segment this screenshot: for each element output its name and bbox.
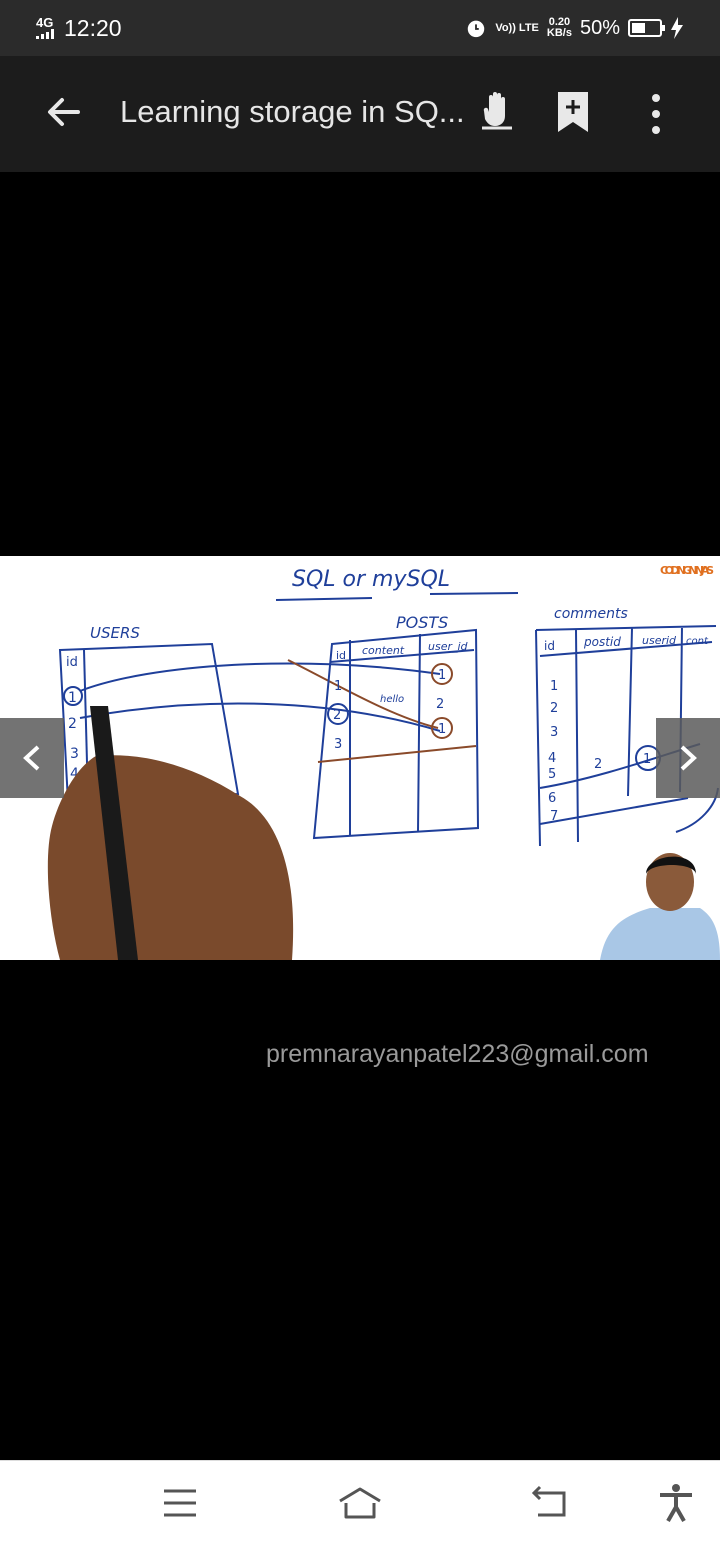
back-icon[interactable] [528,1483,572,1523]
posts-userid-2: 2 [436,697,444,712]
posts-userid-1: 1 [438,668,446,683]
speed-value: 0.20 [548,16,571,28]
whiteboard-drawing: SQL or mySQL USERS id 1 2 3 4 5 POSTS id… [47,564,720,960]
users-id-1: 1 [68,690,77,706]
bookmark-add-icon[interactable] [554,90,592,134]
posts-id-2: 2 [333,708,341,723]
presenter-video [600,853,720,960]
coding-ninjas-logo: CODING NINJAS [660,564,714,577]
board-heading: SQL or mySQL [292,567,450,592]
users-id-3: 3 [70,746,79,762]
posts-header-content: content [362,644,405,657]
signal-indicator: 4G [36,15,54,39]
comments-id-1: 1 [550,679,558,694]
comments-id-5: 5 [548,767,556,782]
alarm-icon [468,20,485,38]
presenter-hand [47,706,294,960]
comments-id-2: 2 [550,701,558,716]
comments-header-userid: userid [642,634,677,647]
posts-header-id: id [336,649,346,662]
users-label: USERS [90,624,140,642]
raise-hand-icon[interactable] [480,90,514,130]
speed-unit: KB/s [546,27,572,39]
comments-id-4: 4 [548,751,556,766]
comments-header-postid: postid [583,635,621,649]
posts-cell-note: hello [380,694,404,705]
email-watermark: premnarayanpatel223@gmail.com [266,1040,649,1068]
previous-slide-button[interactable] [0,718,64,798]
app-bar: Learning storage in SQ... [0,56,720,172]
next-slide-button[interactable] [656,718,720,798]
signal-bars-icon [36,29,54,39]
volte-label: Vo)) LTE [495,21,539,34]
comments-header-id: id [544,639,555,653]
network-type: 4G [36,15,54,30]
users-id-4: 4 [70,766,79,782]
users-id-2: 2 [68,716,77,732]
battery-fill [632,23,645,33]
comments-header-cont: cont [686,636,709,647]
chevron-left-icon [23,745,40,771]
accessibility-icon[interactable] [654,1483,698,1523]
comments-label: comments [554,606,628,622]
posts-label: POSTS [396,613,448,632]
chevron-right-icon [680,745,697,771]
system-navigation-bar [0,1460,720,1544]
video-player[interactable]: SQL or mySQL USERS id 1 2 3 4 5 POSTS id… [0,556,720,960]
comments-row5-userid: 1 [643,752,651,767]
battery-icon [628,19,665,37]
posts-id-3: 3 [334,737,342,752]
back-arrow-icon[interactable] [40,88,88,136]
comments-id-3: 3 [550,725,558,740]
users-id-header: id [66,655,78,670]
comments-id-7: 7 [550,809,558,824]
menu-icon[interactable] [158,1483,202,1523]
posts-userid-3: 1 [438,722,446,737]
status-bar: 4G 12:20 Vo)) LTE 0.20 KB/s 50% [0,0,720,56]
battery-percent: 50% [579,16,620,39]
posts-header-userid: user_id [428,640,469,653]
volte-indicator: Vo)) LTE [495,21,539,34]
page-title: Learning storage in SQ... [120,94,465,129]
brand-text: CODING NINJAS [660,564,714,577]
more-vert-icon[interactable] [640,92,672,136]
home-icon[interactable] [338,1483,382,1523]
charging-bolt-icon [671,17,683,39]
posts-id-1: 1 [334,679,342,694]
comments-id-6: 6 [548,791,556,806]
comments-row5-postid: 2 [594,757,602,772]
network-speed: 0.20 KB/s [547,17,572,39]
clock: 12:20 [64,14,122,41]
